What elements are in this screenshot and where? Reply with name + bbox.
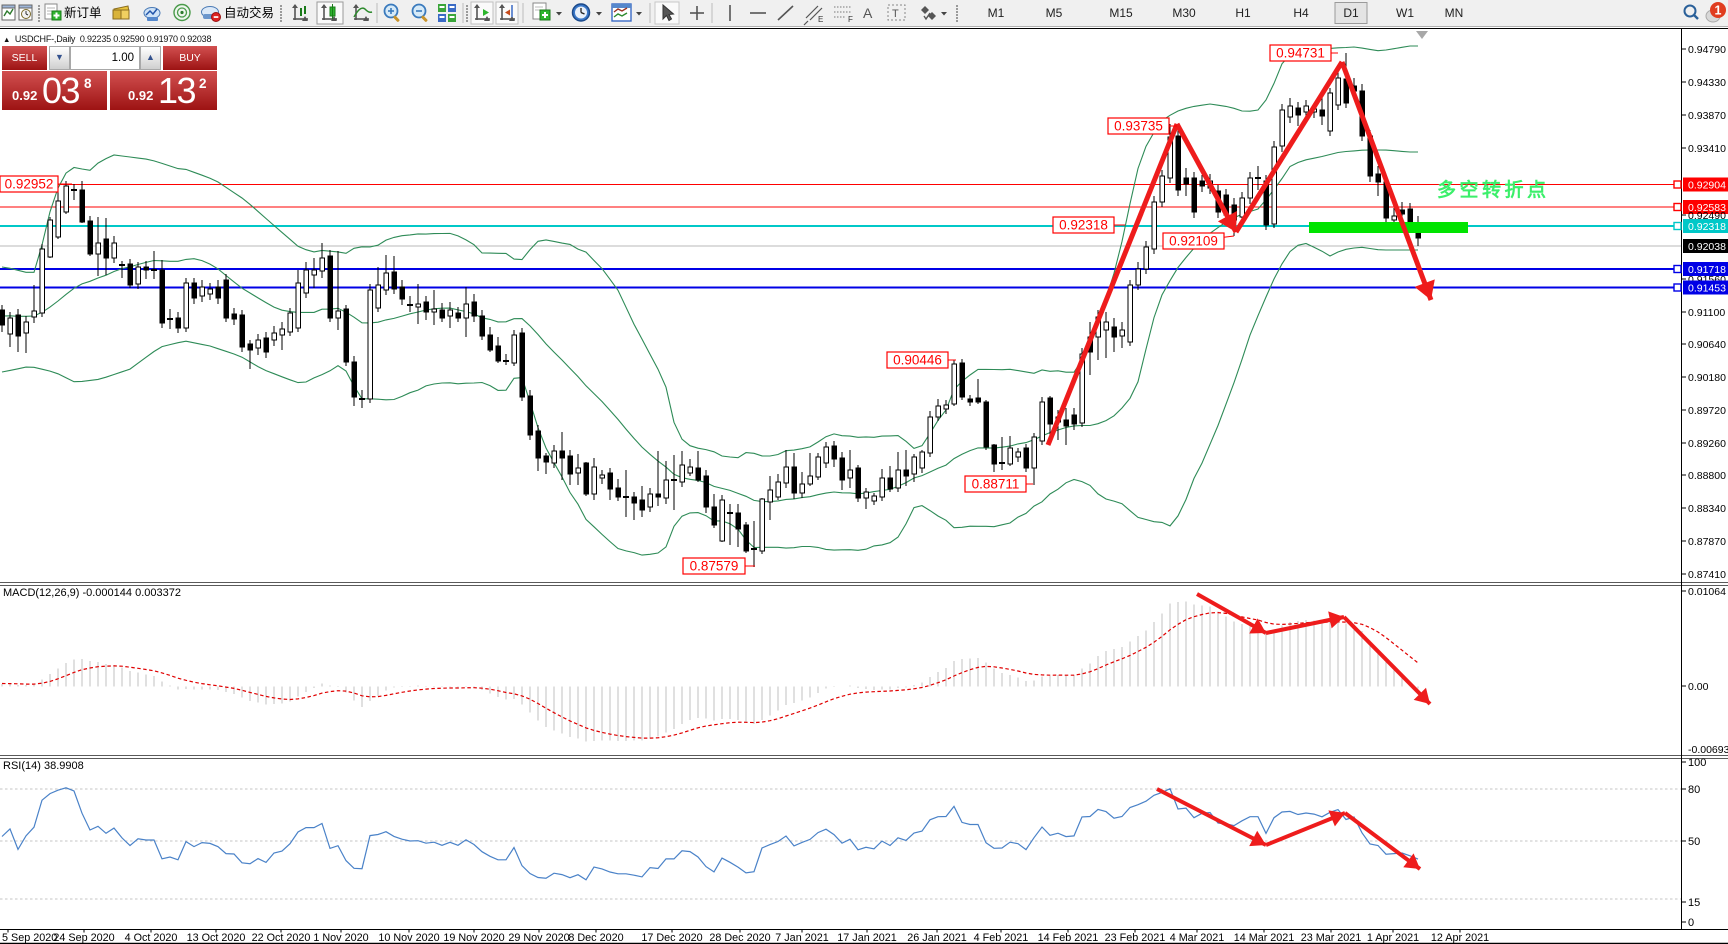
svg-text:0.92318: 0.92318 [1059,218,1108,233]
svg-text:0.92583: 0.92583 [1688,202,1726,214]
svg-text:26 Jan 2021: 26 Jan 2021 [907,932,966,944]
svg-text:0.88800: 0.88800 [1688,470,1726,482]
svg-text:0.90640: 0.90640 [1688,339,1726,351]
svg-text:12 Apr 2021: 12 Apr 2021 [1431,932,1489,944]
svg-text:13 Oct 2020: 13 Oct 2020 [187,932,246,944]
svg-text:新订单: 新订单 [64,5,102,20]
svg-text:0.92109: 0.92109 [1169,234,1218,249]
svg-text:A: A [863,5,873,21]
svg-text:0.94330: 0.94330 [1688,77,1726,89]
svg-text:23 Mar 2021: 23 Mar 2021 [1301,932,1362,944]
svg-text:多空转折点: 多空转折点 [1437,178,1550,201]
svg-text:M30: M30 [1172,6,1196,20]
svg-text:0.01064: 0.01064 [1688,586,1726,598]
svg-text:1: 1 [1715,4,1722,18]
svg-text:F: F [848,15,853,24]
svg-text:W1: W1 [1396,6,1414,20]
svg-text:0.92904: 0.92904 [1688,180,1726,192]
svg-text:M1: M1 [988,6,1005,20]
svg-text:E: E [818,15,823,24]
svg-text:23 Feb 2021: 23 Feb 2021 [1105,932,1166,944]
svg-text:17 Dec 2020: 17 Dec 2020 [641,932,702,944]
svg-text:0.94731: 0.94731 [1276,46,1325,61]
svg-text:自动交易: 自动交易 [224,5,274,20]
svg-text:4 Oct 2020: 4 Oct 2020 [125,932,178,944]
svg-text:0.88340: 0.88340 [1688,503,1726,515]
svg-text:MN: MN [1445,6,1464,20]
svg-text:0.88711: 0.88711 [972,477,1020,492]
svg-text:15: 15 [1688,897,1700,909]
svg-text:H4: H4 [1293,6,1309,20]
svg-text:28 Dec 2020: 28 Dec 2020 [709,932,770,944]
svg-text:1 Nov 2020: 1 Nov 2020 [313,932,368,944]
svg-text:8 Dec 2020: 8 Dec 2020 [568,932,623,944]
svg-text:10 Nov 2020: 10 Nov 2020 [378,932,439,944]
svg-text:0.00: 0.00 [1688,681,1709,693]
svg-text:4 Mar 2021: 4 Mar 2021 [1170,932,1225,944]
svg-text:M15: M15 [1109,6,1133,20]
svg-text:0.92490: 0.92490 [1688,210,1726,222]
svg-text:0.89720: 0.89720 [1688,405,1726,417]
svg-text:0.87870: 0.87870 [1688,536,1726,548]
svg-text:-0.006934: -0.006934 [1688,744,1728,756]
svg-text:MACD(12,26,9) -0.000144 0.0033: MACD(12,26,9) -0.000144 0.003372 [3,587,181,599]
svg-text:RSI(14) 38.9908: RSI(14) 38.9908 [3,760,84,772]
svg-text:19 Nov 2020: 19 Nov 2020 [443,932,504,944]
svg-text:5 Sep 2020: 5 Sep 2020 [2,932,57,944]
svg-text:0.94790: 0.94790 [1688,44,1726,56]
svg-text:0.92952: 0.92952 [5,177,54,192]
svg-text:0.89260: 0.89260 [1688,438,1726,450]
svg-text:24 Sep 2020: 24 Sep 2020 [53,932,114,944]
svg-text:0.93735: 0.93735 [1114,119,1163,134]
svg-text:0.90446: 0.90446 [893,353,942,368]
svg-text:80: 80 [1688,784,1700,796]
svg-text:0.90180: 0.90180 [1688,372,1726,384]
svg-text:50: 50 [1688,836,1700,848]
svg-text:4 Feb 2021: 4 Feb 2021 [974,932,1029,944]
svg-text:H1: H1 [1235,6,1251,20]
svg-text:22 Oct 2020: 22 Oct 2020 [252,932,311,944]
svg-text:1 Apr 2021: 1 Apr 2021 [1367,932,1419,944]
svg-text:M5: M5 [1046,6,1063,20]
svg-text:0.93410: 0.93410 [1688,143,1726,155]
svg-text:0.91718: 0.91718 [1688,264,1726,276]
svg-text:14 Feb 2021: 14 Feb 2021 [1038,932,1099,944]
svg-text:0.87579: 0.87579 [690,559,739,574]
svg-text:0.87410: 0.87410 [1688,569,1726,581]
svg-text:D1: D1 [1343,6,1359,20]
svg-text:29 Nov 2020: 29 Nov 2020 [508,932,569,944]
svg-text:7 Jan 2021: 7 Jan 2021 [775,932,828,944]
svg-text:0.92038: 0.92038 [1688,241,1726,253]
svg-text:0.91453: 0.91453 [1688,283,1726,295]
svg-text:T: T [892,8,899,20]
svg-text:17 Jan 2021: 17 Jan 2021 [837,932,896,944]
svg-text:0.92318: 0.92318 [1688,221,1726,233]
svg-text:14 Mar 2021: 14 Mar 2021 [1234,932,1295,944]
svg-text:0: 0 [1688,917,1694,929]
svg-text:0.91100: 0.91100 [1688,307,1725,319]
svg-text:0.93870: 0.93870 [1688,110,1726,122]
svg-text:100: 100 [1688,757,1706,769]
